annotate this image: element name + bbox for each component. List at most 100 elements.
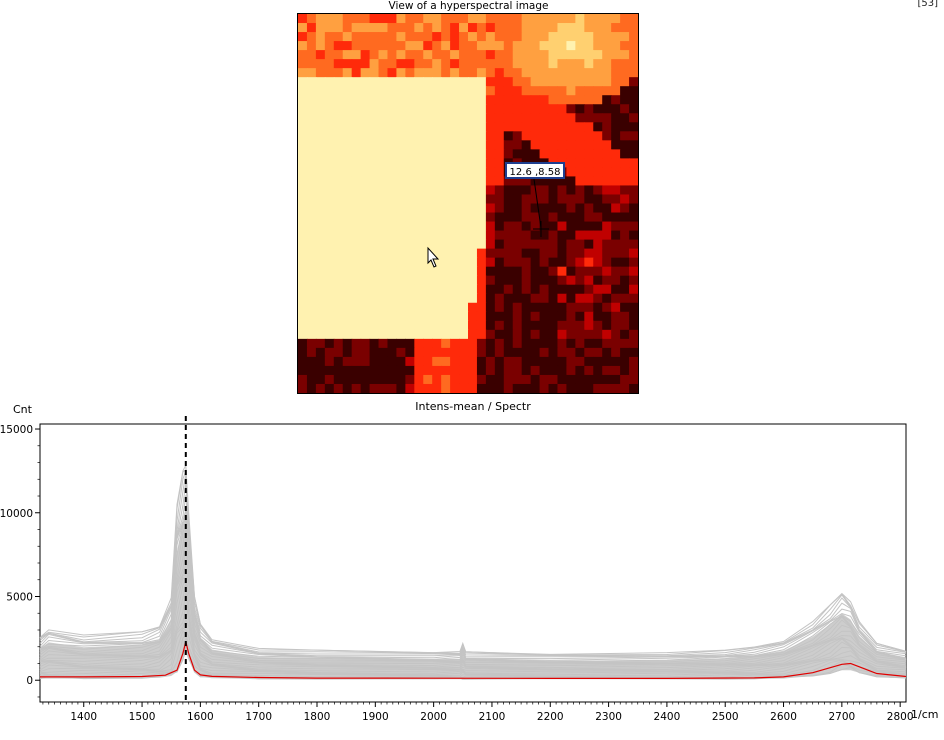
x-tick-label: 1600 <box>187 711 214 723</box>
heatmap-pixel <box>306 149 317 159</box>
heatmap-pixel <box>530 59 541 69</box>
heatmap-pixel <box>432 365 442 376</box>
heatmap-pixel <box>333 140 344 150</box>
heatmap-pixel <box>602 140 612 150</box>
heatmap-pixel <box>387 311 398 322</box>
heatmap-pixel <box>620 302 630 313</box>
heatmap-pixel <box>566 302 576 313</box>
heatmap-pixel <box>548 140 559 150</box>
heatmap-pixel <box>396 311 406 322</box>
heatmap-pixel <box>512 149 523 159</box>
heatmap-pixel <box>620 104 630 114</box>
heatmap-pixel <box>315 158 326 168</box>
heatmap-pixel <box>593 212 603 223</box>
heatmap-pixel <box>405 212 415 223</box>
heatmap-pixel <box>503 230 514 241</box>
heatmap-pixel <box>342 185 353 196</box>
heatmap-pixel <box>468 194 478 205</box>
heatmap-pixel <box>351 239 362 250</box>
heatmap-pixel <box>557 266 568 277</box>
heatmap-pixel <box>378 338 389 349</box>
heatmap-pixel <box>396 59 406 69</box>
heatmap-pixel <box>539 356 550 367</box>
heatmap-pixel <box>620 32 630 42</box>
heatmap-pixel <box>298 311 308 322</box>
heatmap-pixel <box>557 77 568 87</box>
heatmap-canvas[interactable] <box>298 14 638 393</box>
heatmap-pixel <box>611 293 621 304</box>
heatmap-pixel <box>468 32 478 42</box>
heatmap-pixel <box>351 284 362 295</box>
heatmap-pixel <box>503 131 514 141</box>
heatmap-pixel <box>593 320 603 331</box>
heatmap-pixel <box>602 248 612 259</box>
heatmap-pixel <box>405 122 415 132</box>
heatmap-pixel <box>387 293 398 304</box>
x-tick-label: 1800 <box>304 711 331 723</box>
heatmap-pixel <box>494 131 505 141</box>
heatmap-pixel <box>521 221 532 232</box>
heatmap-pixel <box>575 176 585 187</box>
heatmap-pixel <box>629 293 638 304</box>
heatmap-pixel <box>512 140 523 150</box>
heatmap-pixel <box>593 14 603 24</box>
heatmap-pixel <box>450 221 460 232</box>
heatmap-pixel <box>602 95 612 105</box>
heatmap-pixel <box>324 338 335 349</box>
heatmap-pixel <box>557 320 568 331</box>
heatmap-pixel <box>423 311 433 322</box>
heatmap-pixel <box>575 32 585 42</box>
heatmap-pixel <box>459 347 469 358</box>
heatmap-pixel <box>629 266 638 277</box>
heatmap-pixel <box>512 95 523 105</box>
heatmap-pixel <box>575 86 585 96</box>
heatmap-pixel <box>387 212 398 223</box>
heatmap-pixel <box>315 59 326 69</box>
heatmap-pixel <box>315 230 326 241</box>
heatmap-pixel <box>584 257 594 268</box>
heatmap-pixel <box>432 23 442 33</box>
heatmap-pixel <box>369 221 380 232</box>
heatmap-pixel <box>432 158 442 168</box>
heatmap-pixel <box>503 68 514 78</box>
heatmap-pixel <box>387 257 398 268</box>
heatmap-pixel <box>387 68 398 78</box>
heatmap-pixel <box>450 203 460 214</box>
heatmap-pixel <box>584 221 594 232</box>
heatmap-pixel <box>512 284 523 295</box>
heatmap-pixel <box>414 140 424 150</box>
heatmap-pixel <box>602 275 612 286</box>
heatmap-pixel <box>485 248 496 259</box>
heatmap-pixel <box>423 194 433 205</box>
heatmap-pixel <box>423 41 433 51</box>
heatmap-pixel <box>396 149 406 159</box>
heatmap-pixel <box>432 266 442 277</box>
heatmap-pixel <box>485 23 496 33</box>
heatmap-pixel <box>298 113 308 123</box>
heatmap-pixel <box>548 23 559 33</box>
heatmap-pixel <box>405 239 415 250</box>
heatmap-pixel <box>620 230 630 241</box>
heatmap-pixel <box>593 158 603 168</box>
heatmap-pixel <box>611 86 621 96</box>
heatmap-pixel <box>602 41 612 51</box>
heatmap-pixel <box>575 149 585 159</box>
heatmap-pixel <box>450 320 460 331</box>
heatmap-pixel <box>360 266 371 277</box>
heatmap-pixel <box>405 68 415 78</box>
heatmap-pixel <box>629 194 638 205</box>
heatmap-pixel <box>557 212 568 223</box>
heatmap-pixel <box>584 32 594 42</box>
heatmap-pixel <box>602 329 612 340</box>
heatmap-pixel <box>602 203 612 214</box>
heatmap-pixel <box>521 104 532 114</box>
heatmap-pixel <box>512 347 523 358</box>
heatmap-pixel <box>468 122 478 132</box>
heatmap-pixel <box>360 302 371 313</box>
hyperspectral-image[interactable] <box>297 13 639 394</box>
heatmap-pixel <box>476 338 487 349</box>
heatmap-pixel <box>387 77 398 87</box>
heatmap-pixel <box>575 266 585 277</box>
heatmap-pixel <box>306 356 317 367</box>
